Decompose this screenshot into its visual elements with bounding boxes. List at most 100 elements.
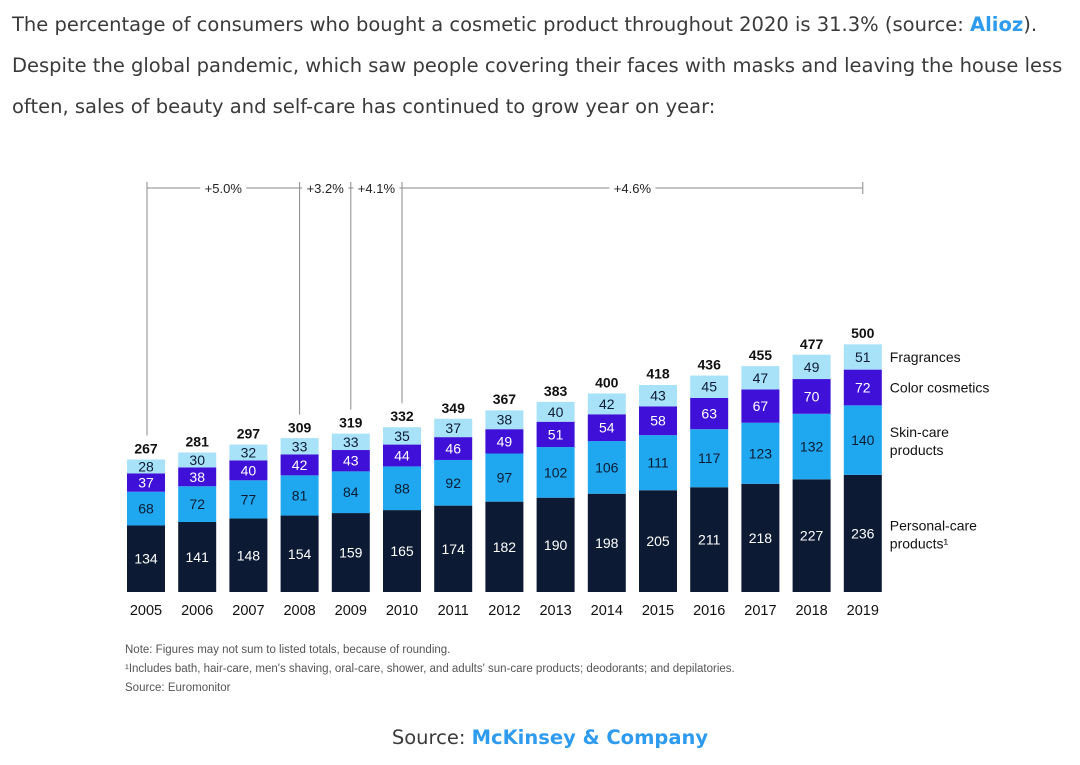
total-label-2017: 455 [749,347,773,363]
bar-segment-2010-0 [383,510,421,592]
data-label-2006-1: 72 [189,496,205,512]
data-label-2008-3: 33 [292,438,308,454]
bar-segment-2009-3 [331,433,370,451]
data-label-2014-0: 198 [595,535,619,551]
source-line: Source: McKinsey & Company [0,726,1080,749]
x-tick-2008: 2008 [283,603,315,619]
total-label-2008: 309 [288,420,312,436]
data-label-2005-0: 134 [134,551,158,567]
data-label-2013-3: 40 [548,404,564,420]
data-label-2018-3: 49 [804,359,820,375]
data-label-2011-1: 92 [445,475,461,491]
data-label-2019-3: 51 [855,349,871,365]
data-label-2012-1: 97 [497,470,513,486]
data-label-2007-0: 148 [237,547,261,563]
data-label-2012-2: 49 [497,433,513,449]
data-label-2010-0: 165 [390,543,414,559]
data-label-2013-2: 51 [548,426,564,442]
data-label-2018-0: 227 [800,528,824,544]
data-label-2008-0: 154 [288,546,312,562]
bar-segment-2005-0 [127,525,165,592]
data-label-2010-3: 35 [394,428,410,444]
data-label-2009-1: 84 [343,484,359,500]
data-label-2006-0: 141 [186,549,210,565]
total-label-2019: 500 [851,325,875,341]
total-label-2012: 367 [493,391,517,407]
growth-label-2: +4.1% [358,181,396,196]
bar-segment-2011-3 [434,418,473,438]
bar-segment-2006-1 [178,486,217,523]
data-label-2017-3: 47 [753,370,769,386]
data-label-2007-1: 77 [241,491,257,507]
bar-segment-2018-3 [792,354,831,380]
legend-label-1: Skin-care products [890,424,949,458]
x-tick-2016: 2016 [693,603,725,619]
legend-label-3: Fragrances [890,349,961,365]
bar-segment-2015-2 [639,406,677,436]
intro-sentence-2: Despite the global pandemic, which saw p… [12,54,1063,118]
bar-segment-2010-3 [383,427,421,445]
data-label-2019-0: 236 [851,525,875,541]
data-label-2018-1: 132 [800,439,824,455]
data-label-2008-1: 81 [292,487,308,503]
bar-segment-2011-0 [434,505,473,592]
bar-segment-2013-1 [536,447,575,498]
total-label-2014: 400 [595,374,619,390]
data-label-2018-2: 70 [804,388,820,404]
data-label-2016-1: 117 [698,450,721,466]
data-label-2012-0: 182 [493,539,517,555]
total-label-2009: 319 [339,415,363,431]
data-label-2014-2: 54 [599,420,615,436]
bar-segment-2018-1 [792,413,831,480]
bar-segment-2014-2 [587,414,626,442]
data-label-2005-1: 68 [138,501,154,517]
bar-segment-2016-1 [690,429,729,488]
data-label-2015-3: 43 [650,388,666,404]
data-label-2017-0: 218 [749,530,773,546]
bar-segment-2016-3 [690,375,729,398]
x-tick-2006: 2006 [181,603,213,619]
data-label-2014-1: 106 [595,459,619,475]
bar-segment-2007-1 [229,480,268,519]
x-tick-2010: 2010 [386,603,418,619]
data-label-2005-3: 28 [138,458,154,474]
data-label-2009-3: 33 [343,434,359,450]
data-label-2019-1: 140 [851,432,875,448]
legend-label-0: Personal-care products¹ [890,517,977,551]
bar-segment-2012-3 [485,410,524,430]
bar-segment-2019-3 [843,344,882,370]
data-label-2017-1: 123 [749,445,773,461]
data-label-2015-1: 111 [647,455,668,471]
total-label-2007: 297 [237,426,261,442]
data-label-2016-3: 45 [701,379,717,395]
data-label-2014-3: 42 [599,396,615,412]
x-tick-2014: 2014 [591,603,623,619]
data-label-2010-2: 44 [394,447,410,463]
chart-note-2: Source: Euromonitor [125,682,231,694]
bar-segment-2005-1 [127,491,165,526]
bar-segment-2012-2 [485,429,524,454]
bar-segment-2005-3 [127,459,165,474]
alioz-link[interactable]: Alioz [970,13,1024,36]
bar-segment-2010-1 [383,466,421,511]
x-tick-2018: 2018 [795,603,827,619]
data-label-2015-2: 58 [650,413,666,429]
bar-segment-2007-3 [229,444,268,461]
intro-sentence-1-text: The percentage of consumers who bought a… [12,13,971,36]
data-label-2006-2: 38 [189,469,205,485]
source-prefix: Source: [391,726,472,749]
bar-segment-2009-1 [331,471,370,514]
data-label-2012-3: 38 [497,412,513,428]
total-label-2006: 281 [186,434,210,450]
chart-note-1: ¹Includes bath, hair-care, men's shaving… [125,663,735,675]
bar-segment-2019-1 [843,405,882,475]
x-tick-2019: 2019 [847,603,879,619]
growth-label-3: +4.6% [614,181,652,196]
mckinsey-link[interactable]: McKinsey & Company [471,726,709,749]
bar-segment-2016-0 [690,487,729,592]
bar-segment-2013-3 [536,401,575,422]
bar-segment-2014-1 [587,441,626,494]
bar-segment-2014-0 [587,493,626,592]
bar-segment-2017-1 [741,422,780,484]
bar-segment-2010-2 [383,444,421,467]
